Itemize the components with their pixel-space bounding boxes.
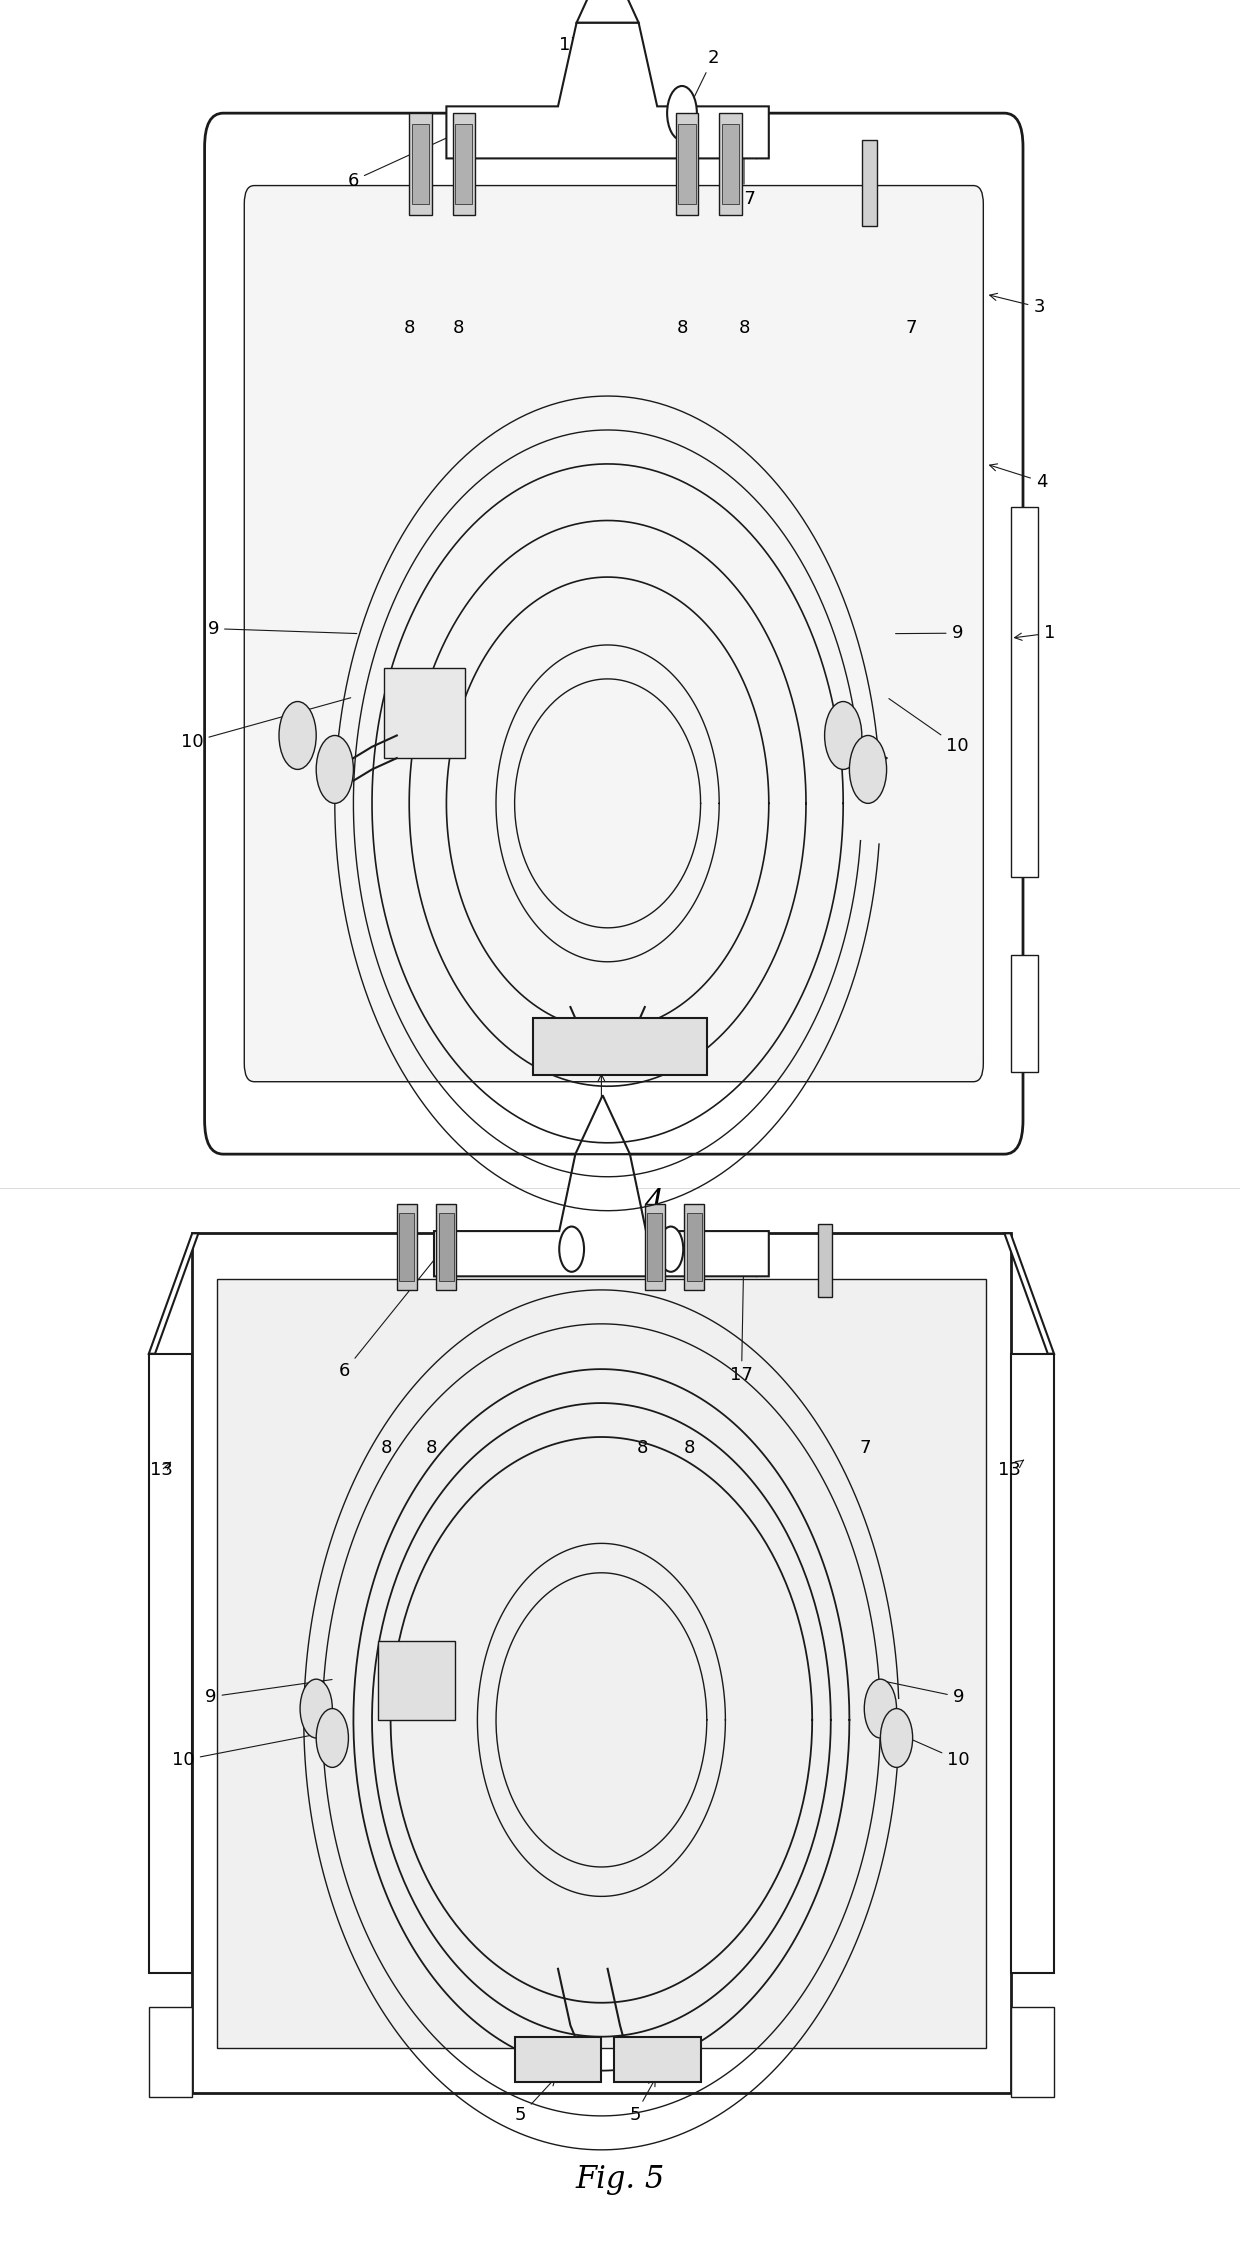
Circle shape bbox=[658, 1227, 683, 1272]
Polygon shape bbox=[149, 1233, 198, 1353]
Circle shape bbox=[279, 702, 316, 769]
Text: 17: 17 bbox=[730, 1249, 753, 1385]
Bar bbox=[384, 668, 465, 758]
Bar bbox=[515, 2037, 601, 2082]
Text: 10: 10 bbox=[895, 1731, 970, 1770]
Polygon shape bbox=[577, 0, 639, 23]
Bar bbox=[614, 2037, 701, 2082]
Bar bbox=[676, 113, 698, 215]
Bar bbox=[687, 1213, 702, 1281]
Text: 8: 8 bbox=[636, 1439, 649, 1457]
Bar bbox=[862, 140, 877, 226]
Bar bbox=[192, 1233, 1011, 2093]
Text: 1: 1 bbox=[1014, 625, 1055, 643]
Bar bbox=[436, 1204, 456, 1290]
Text: 10: 10 bbox=[172, 1731, 330, 1770]
Polygon shape bbox=[1004, 1233, 1054, 1353]
Text: 17: 17 bbox=[559, 36, 582, 113]
Text: 3: 3 bbox=[990, 294, 1045, 317]
Text: 8: 8 bbox=[676, 319, 688, 337]
Text: 5: 5 bbox=[629, 2080, 655, 2125]
Bar bbox=[409, 113, 432, 215]
Bar bbox=[378, 1641, 455, 1720]
Bar bbox=[818, 1224, 832, 1297]
Bar bbox=[397, 1204, 417, 1290]
Text: 9: 9 bbox=[895, 625, 963, 643]
Text: 8: 8 bbox=[403, 319, 415, 337]
Bar bbox=[684, 1204, 704, 1290]
Text: 7: 7 bbox=[859, 1439, 872, 1457]
FancyBboxPatch shape bbox=[205, 113, 1023, 1154]
Text: 8: 8 bbox=[453, 319, 465, 337]
Circle shape bbox=[667, 86, 697, 140]
Text: 9: 9 bbox=[207, 620, 357, 638]
Circle shape bbox=[300, 1679, 332, 1738]
Text: 4: 4 bbox=[990, 464, 1048, 491]
Text: 10: 10 bbox=[889, 699, 968, 756]
Text: 7: 7 bbox=[905, 319, 918, 337]
Text: 10: 10 bbox=[181, 697, 351, 751]
Polygon shape bbox=[434, 1154, 769, 1276]
Text: 9: 9 bbox=[877, 1679, 965, 1706]
Circle shape bbox=[316, 1709, 348, 1767]
Text: 8: 8 bbox=[683, 1439, 696, 1457]
Bar bbox=[455, 124, 472, 204]
Text: Fig. 4: Fig. 4 bbox=[575, 1188, 665, 1220]
Bar bbox=[645, 1204, 665, 1290]
Bar bbox=[719, 113, 742, 215]
Polygon shape bbox=[575, 1095, 630, 1154]
Bar bbox=[533, 1018, 707, 1075]
Bar bbox=[647, 1213, 662, 1281]
Bar bbox=[722, 124, 739, 204]
Polygon shape bbox=[446, 23, 769, 158]
Text: B·BRAUN: B·BRAUN bbox=[343, 686, 624, 740]
Circle shape bbox=[849, 735, 887, 803]
Bar bbox=[1011, 1353, 1054, 1973]
Circle shape bbox=[880, 1709, 913, 1767]
Text: 5: 5 bbox=[515, 2077, 556, 2125]
Text: 13: 13 bbox=[150, 1462, 172, 1480]
Bar bbox=[412, 124, 429, 204]
Text: 8: 8 bbox=[381, 1439, 393, 1457]
Bar bbox=[1011, 2007, 1054, 2098]
Bar bbox=[439, 1213, 454, 1281]
Bar bbox=[149, 1353, 192, 1973]
Text: 8: 8 bbox=[425, 1439, 438, 1457]
Text: 9: 9 bbox=[205, 1679, 332, 1706]
Circle shape bbox=[559, 1227, 584, 1272]
Text: 5: 5 bbox=[595, 1075, 608, 1150]
Bar bbox=[1011, 507, 1038, 876]
Text: 2: 2 bbox=[663, 1254, 676, 1281]
Text: 2: 2 bbox=[683, 50, 719, 118]
Text: Fig. 5: Fig. 5 bbox=[575, 2163, 665, 2195]
Text: 8: 8 bbox=[738, 319, 750, 337]
Text: 6: 6 bbox=[347, 129, 467, 190]
Text: 17: 17 bbox=[522, 1254, 567, 1272]
Bar bbox=[149, 2007, 192, 2098]
Circle shape bbox=[316, 735, 353, 803]
Bar bbox=[1011, 955, 1038, 1073]
Bar bbox=[217, 1279, 986, 2048]
Circle shape bbox=[825, 702, 862, 769]
Text: 13: 13 bbox=[998, 1460, 1024, 1480]
Circle shape bbox=[864, 1679, 897, 1738]
Text: 6: 6 bbox=[339, 1247, 444, 1380]
Bar bbox=[399, 1213, 414, 1281]
FancyBboxPatch shape bbox=[244, 186, 983, 1082]
Bar bbox=[678, 124, 696, 204]
Bar bbox=[453, 113, 475, 215]
Text: 17: 17 bbox=[733, 131, 755, 208]
